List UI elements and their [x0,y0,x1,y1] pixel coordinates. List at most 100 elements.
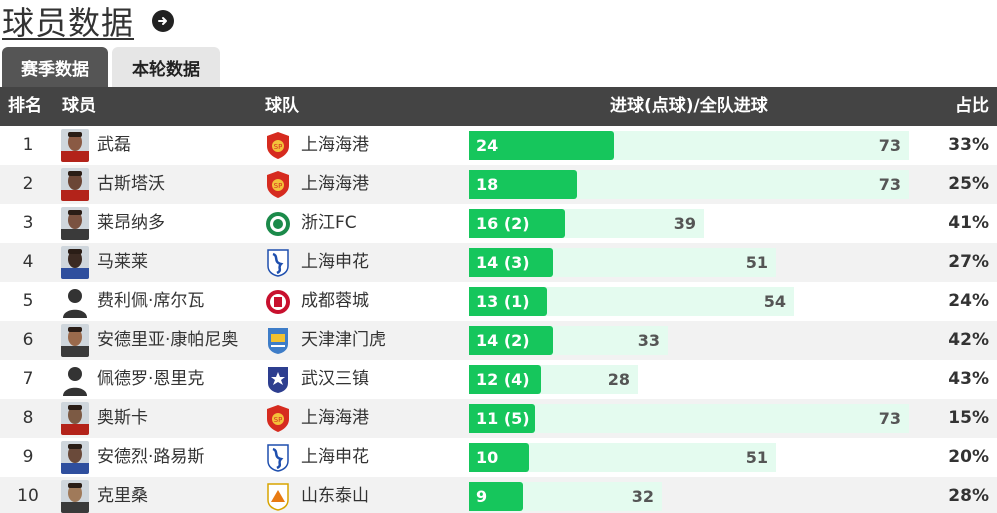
goals-value: 11 (5) [476,409,530,428]
header-percentage[interactable]: 占比 [955,96,989,116]
team-name[interactable]: 上海申花 [301,447,369,467]
player-goals-bar [469,404,535,433]
team-name[interactable]: 上海海港 [301,174,369,194]
zhejiang-fc-logo[interactable] [265,209,291,238]
player-name[interactable]: 佩德罗·恩里克 [97,369,205,389]
team-name[interactable]: 上海海港 [301,135,369,155]
table-row[interactable]: 4 马莱莱 上海申花 14 (3) 51 27% [0,243,997,282]
goals-value: 10 [476,448,499,467]
table-row[interactable]: 7 佩德罗·恩里克 武汉三镇 12 (4) 28 43% [0,360,997,399]
rank-cell: 4 [22,252,34,272]
player-avatar[interactable] [61,363,89,396]
rank-cell: 9 [22,447,34,467]
player-goals-bar [469,131,614,160]
player-goals-bar [469,443,529,472]
player-avatar[interactable] [61,480,89,513]
shanghai-shenhua-logo[interactable] [265,443,291,472]
team-goals-value: 73 [878,409,901,428]
player-name[interactable]: 莱昂纳多 [97,213,165,233]
player-name[interactable]: 安德烈·路易斯 [97,447,205,467]
player-stats-table: 排名 球员 球队 进球(点球)/全队进球 占比 1 武磊 SP 上海海港 24 73 33%… [0,87,997,513]
percentage-value: 28% [948,486,989,506]
shanghai-port-logo[interactable]: SP [265,131,291,160]
table-row[interactable]: 6 安德里亚·康帕尼奥 天津津门虎 14 (2) 33 42% [0,321,997,360]
player-name[interactable]: 克里桑 [97,486,148,506]
svg-text:SP: SP [274,182,283,190]
header-team[interactable]: 球队 [265,96,299,116]
percentage-value: 25% [948,174,989,194]
goals-value: 14 (2) [476,331,530,350]
player-goals-bar [469,482,523,511]
header-rank[interactable]: 排名 [8,96,42,116]
table-row[interactable]: 9 安德烈·路易斯 上海申花 10 51 20% [0,438,997,477]
goals-value: 16 (2) [476,214,530,233]
arrow-right-circle-icon[interactable] [152,10,175,32]
shandong-taishan-logo[interactable] [265,482,291,511]
svg-text:SP: SP [274,143,283,151]
team-name[interactable]: 天津津门虎 [301,330,386,350]
table-row[interactable]: 10 克里桑 山东泰山 9 32 28% [0,477,997,513]
player-avatar[interactable] [61,129,89,162]
team-goals-value: 51 [745,448,768,467]
rank-cell: 7 [22,369,34,389]
team-goals-value: 54 [763,292,786,311]
team-name[interactable]: 山东泰山 [301,486,369,506]
player-avatar[interactable] [61,285,89,318]
percentage-value: 27% [948,252,989,272]
player-name[interactable]: 安德里亚·康帕尼奥 [97,330,239,350]
team-goals-value: 73 [878,175,901,194]
player-avatar[interactable] [61,246,89,279]
team-goals-value: 28 [607,370,630,389]
tab-round-data[interactable]: 本轮数据 [112,47,220,87]
shanghai-port-logo[interactable]: SP [265,404,291,433]
table-row[interactable]: 8 奥斯卡 SP 上海海港 11 (5) 73 15% [0,399,997,438]
player-avatar[interactable] [61,441,89,474]
table-row[interactable]: 1 武磊 SP 上海海港 24 73 33% [0,126,997,165]
player-goals-bar [469,209,565,238]
player-avatar[interactable] [61,324,89,357]
percentage-value: 43% [948,369,989,389]
table-body: 1 武磊 SP 上海海港 24 73 33% 2 古斯塔沃 SP 上海海港 18 73 25% 3 莱昂纳多 浙… [0,126,997,513]
team-goals-value: 33 [637,331,660,350]
page-title[interactable]: 球员数据 [2,4,135,42]
team-name[interactable]: 上海海港 [301,408,369,428]
player-name[interactable]: 马莱莱 [97,252,148,272]
shanghai-port-logo[interactable]: SP [265,170,291,199]
goals-value: 12 (4) [476,370,530,389]
chengdu-rongcheng-logo[interactable] [265,287,291,316]
table-row[interactable]: 5 费利佩·席尔瓦 成都蓉城 13 (1) 54 24% [0,282,997,321]
team-goals-value: 39 [673,214,696,233]
wuhan-three-towns-logo[interactable] [265,365,291,394]
rank-cell: 5 [22,291,34,311]
team-name[interactable]: 成都蓉城 [301,291,369,311]
tab-season-data[interactable]: 赛季数据 [2,47,108,87]
rank-cell: 10 [17,486,39,506]
percentage-value: 15% [948,408,989,428]
player-name[interactable]: 武磊 [97,135,131,155]
percentage-value: 41% [948,213,989,233]
title-row: 球员数据 [2,0,175,42]
player-name[interactable]: 古斯塔沃 [97,174,165,194]
shanghai-shenhua-logo[interactable] [265,248,291,277]
team-name[interactable]: 武汉三镇 [301,369,369,389]
team-goals-bar [469,404,909,433]
goals-value: 24 [476,136,499,155]
tianjin-tiger-logo[interactable] [265,326,291,355]
table-row[interactable]: 2 古斯塔沃 SP 上海海港 18 73 25% [0,165,997,204]
header-goals[interactable]: 进球(点球)/全队进球 [610,96,768,116]
player-avatar[interactable] [61,207,89,240]
player-goals-bar [469,287,547,316]
percentage-value: 33% [948,135,989,155]
player-name[interactable]: 奥斯卡 [97,408,148,428]
player-goals-bar [469,365,541,394]
percentage-value: 20% [948,447,989,467]
team-name[interactable]: 上海申花 [301,252,369,272]
table-header: 排名 球员 球队 进球(点球)/全队进球 占比 [0,87,997,126]
player-avatar[interactable] [61,402,89,435]
table-row[interactable]: 3 莱昂纳多 浙江FC 16 (2) 39 41% [0,204,997,243]
header-player[interactable]: 球员 [62,96,96,116]
percentage-value: 42% [948,330,989,350]
team-name[interactable]: 浙江FC [301,213,357,233]
player-name[interactable]: 费利佩·席尔瓦 [97,291,205,311]
player-avatar[interactable] [61,168,89,201]
